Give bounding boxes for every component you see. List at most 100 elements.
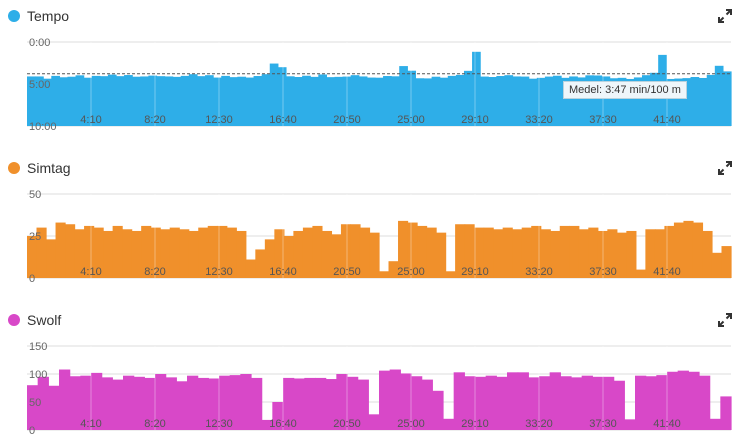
x-tick-label: 33:20 [525,114,553,126]
bar [474,227,485,278]
bar [722,71,732,126]
bar [593,75,603,126]
bar [43,78,52,126]
bar [673,222,685,278]
bar [48,385,60,430]
bar [645,376,657,430]
bar [91,372,103,430]
bar [187,375,199,430]
x-tick-label: 29:10 [461,266,489,278]
bar [160,229,171,278]
bar [607,229,618,278]
bar [528,78,538,126]
bar [188,230,199,278]
bar [650,72,659,126]
bar [688,371,700,430]
x-tick-label: 33:20 [525,266,553,278]
bar [144,377,156,430]
bar [709,418,721,430]
bar [601,76,611,126]
bar [388,261,399,278]
bar [699,375,711,430]
bar [277,67,287,126]
bar [539,376,551,430]
bar [59,369,71,430]
bar [35,76,44,126]
simtag-panel: Simtag 4:10 8:20 12:30 16:40 20:50 25:00 29:10… [0,158,742,285]
bar [711,252,723,278]
bar [229,375,241,430]
bar [561,77,570,126]
x-tick-label: 37:30 [589,266,617,278]
bar [69,376,81,430]
bar [485,375,497,430]
bar [350,224,361,278]
x-tick-label: 4:10 [80,266,101,278]
bar [131,230,142,278]
y-tick-label: 25 [29,231,41,243]
bar [336,374,348,430]
bar [531,225,542,278]
bar [357,379,369,430]
expand-arrows-icon[interactable] [718,161,732,175]
bar [116,76,125,126]
bar [626,230,637,278]
bar [714,65,724,126]
bar [253,76,263,126]
bar [706,74,716,126]
bar [455,74,465,126]
expand-arrows-icon[interactable] [718,9,732,23]
bar [122,229,133,278]
bar [156,76,166,126]
x-tick-label: 12:30 [205,114,233,126]
bar [588,227,599,278]
bar [502,227,513,278]
bar [198,227,209,278]
bar [439,77,449,126]
bar [578,229,589,278]
simtag-title-row: Simtag [8,158,71,178]
bar [472,51,481,126]
bar [690,77,700,126]
bar [59,77,69,126]
bar [237,76,247,126]
bar [107,74,117,126]
bar [132,76,141,126]
tempo-panel: Tempo 4:10 8:20 12:30 16:40 20:50 25:00 29:10 3… [0,6,742,133]
bar [205,75,214,126]
bar [65,224,76,278]
y-tick-label: 50 [29,397,41,409]
bar [488,77,497,126]
bar [315,377,327,430]
x-tick-label: 25:00 [397,114,425,126]
bar [269,63,279,126]
bar [180,75,190,126]
bar [179,229,190,278]
bar [379,271,390,278]
bar [350,75,360,126]
bar [229,77,238,126]
x-tick-label: 20:50 [333,114,361,126]
bar [155,374,167,430]
x-tick-label: 16:40 [269,114,297,126]
bar [625,78,635,126]
bar [540,229,551,278]
bar [656,375,668,430]
bar [635,375,647,430]
bar [197,377,209,430]
bar [521,227,532,278]
bar [592,376,604,430]
bar [616,232,627,278]
bar [283,236,294,278]
expand-arrows-icon[interactable] [718,313,732,327]
tempo-title-row: Tempo [8,6,69,26]
bar [368,414,380,430]
bar [667,371,679,430]
bar [417,225,428,278]
tempo-legend-dot [8,10,20,22]
bar [517,372,529,430]
bar [217,225,228,278]
bar [597,230,608,278]
bar [400,373,412,430]
bar [677,370,689,430]
